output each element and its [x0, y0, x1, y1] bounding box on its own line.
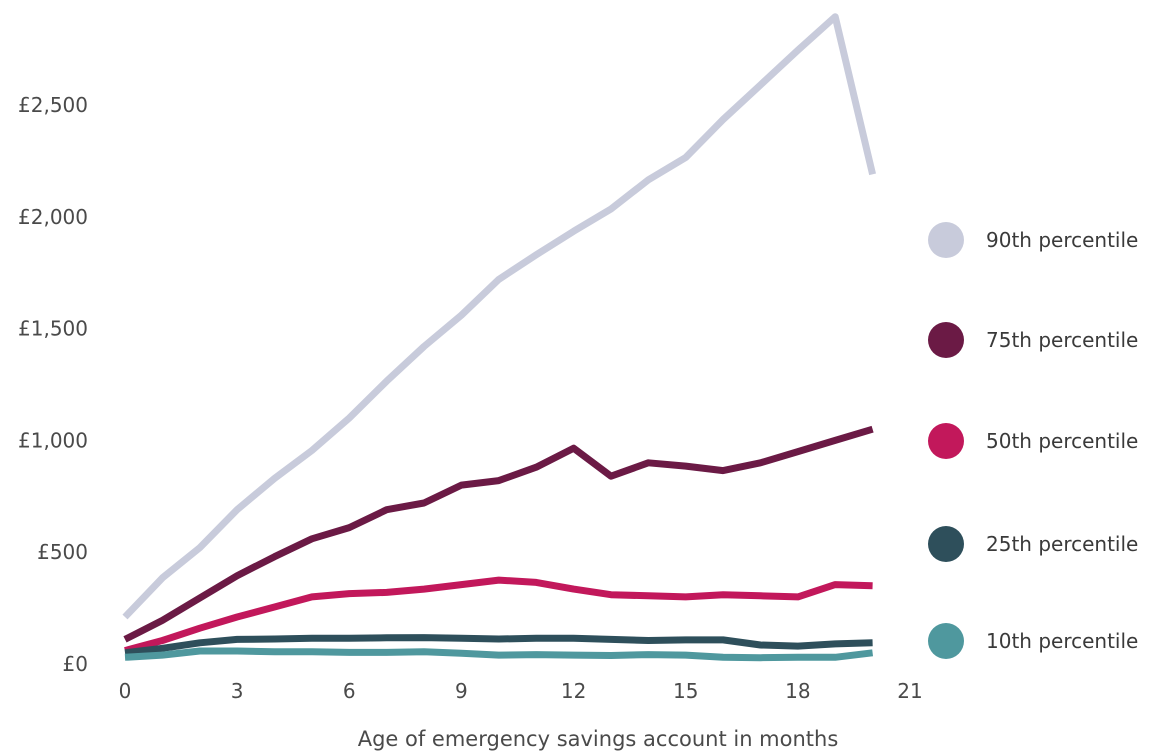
- series-line-25th-percentile: [124, 634, 873, 657]
- y-tick-label: £500: [37, 540, 88, 564]
- legend-swatch: [928, 526, 964, 562]
- y-tick-label: £0: [63, 652, 88, 676]
- x-tick-label: 12: [561, 679, 586, 703]
- y-tick-label: £2,500: [18, 93, 88, 117]
- x-tick-label: 0: [119, 679, 132, 703]
- legend: 90th percentile 75th percentile 50th perce…: [928, 222, 1138, 659]
- legend-label: 90th percentile: [986, 228, 1138, 252]
- x-tick-label: 18: [785, 679, 810, 703]
- x-axis-label: Age of emergency savings account in mont…: [358, 727, 839, 751]
- series-line-50th-percentile: [124, 576, 873, 654]
- legend-item: 90th percentile: [928, 222, 1138, 258]
- y-tick-label: £2,000: [18, 205, 88, 229]
- legend-swatch: [928, 222, 964, 258]
- series-line-75th-percentile: [123, 425, 874, 643]
- x-tick-label: 6: [343, 679, 356, 703]
- x-axis-ticks: 0 3 6 9 12 15 18 21: [119, 679, 923, 703]
- series-line-90th-percentile: [122, 13, 877, 620]
- legend-label: 75th percentile: [986, 328, 1138, 352]
- series-lines: [122, 13, 877, 662]
- x-tick-label: 9: [455, 679, 468, 703]
- legend-swatch: [928, 423, 964, 459]
- y-tick-label: £1,500: [18, 317, 88, 341]
- legend-label: 25th percentile: [986, 532, 1138, 556]
- x-tick-label: 3: [231, 679, 244, 703]
- y-tick-label: £1,000: [18, 428, 88, 452]
- legend-item: 10th percentile: [928, 623, 1138, 659]
- legend-label: 10th percentile: [986, 629, 1138, 653]
- legend-swatch: [928, 322, 964, 358]
- series-line-10th-percentile: [124, 647, 874, 662]
- legend-swatch: [928, 623, 964, 659]
- legend-item: 25th percentile: [928, 526, 1138, 562]
- x-tick-label: 15: [673, 679, 698, 703]
- legend-item: 75th percentile: [928, 322, 1138, 358]
- x-tick-label: 21: [897, 679, 922, 703]
- y-axis-ticks: £0 £500 £1,000 £1,500 £2,000 £2,500: [18, 93, 88, 676]
- legend-item: 50th percentile: [928, 423, 1138, 459]
- legend-label: 50th percentile: [986, 429, 1138, 453]
